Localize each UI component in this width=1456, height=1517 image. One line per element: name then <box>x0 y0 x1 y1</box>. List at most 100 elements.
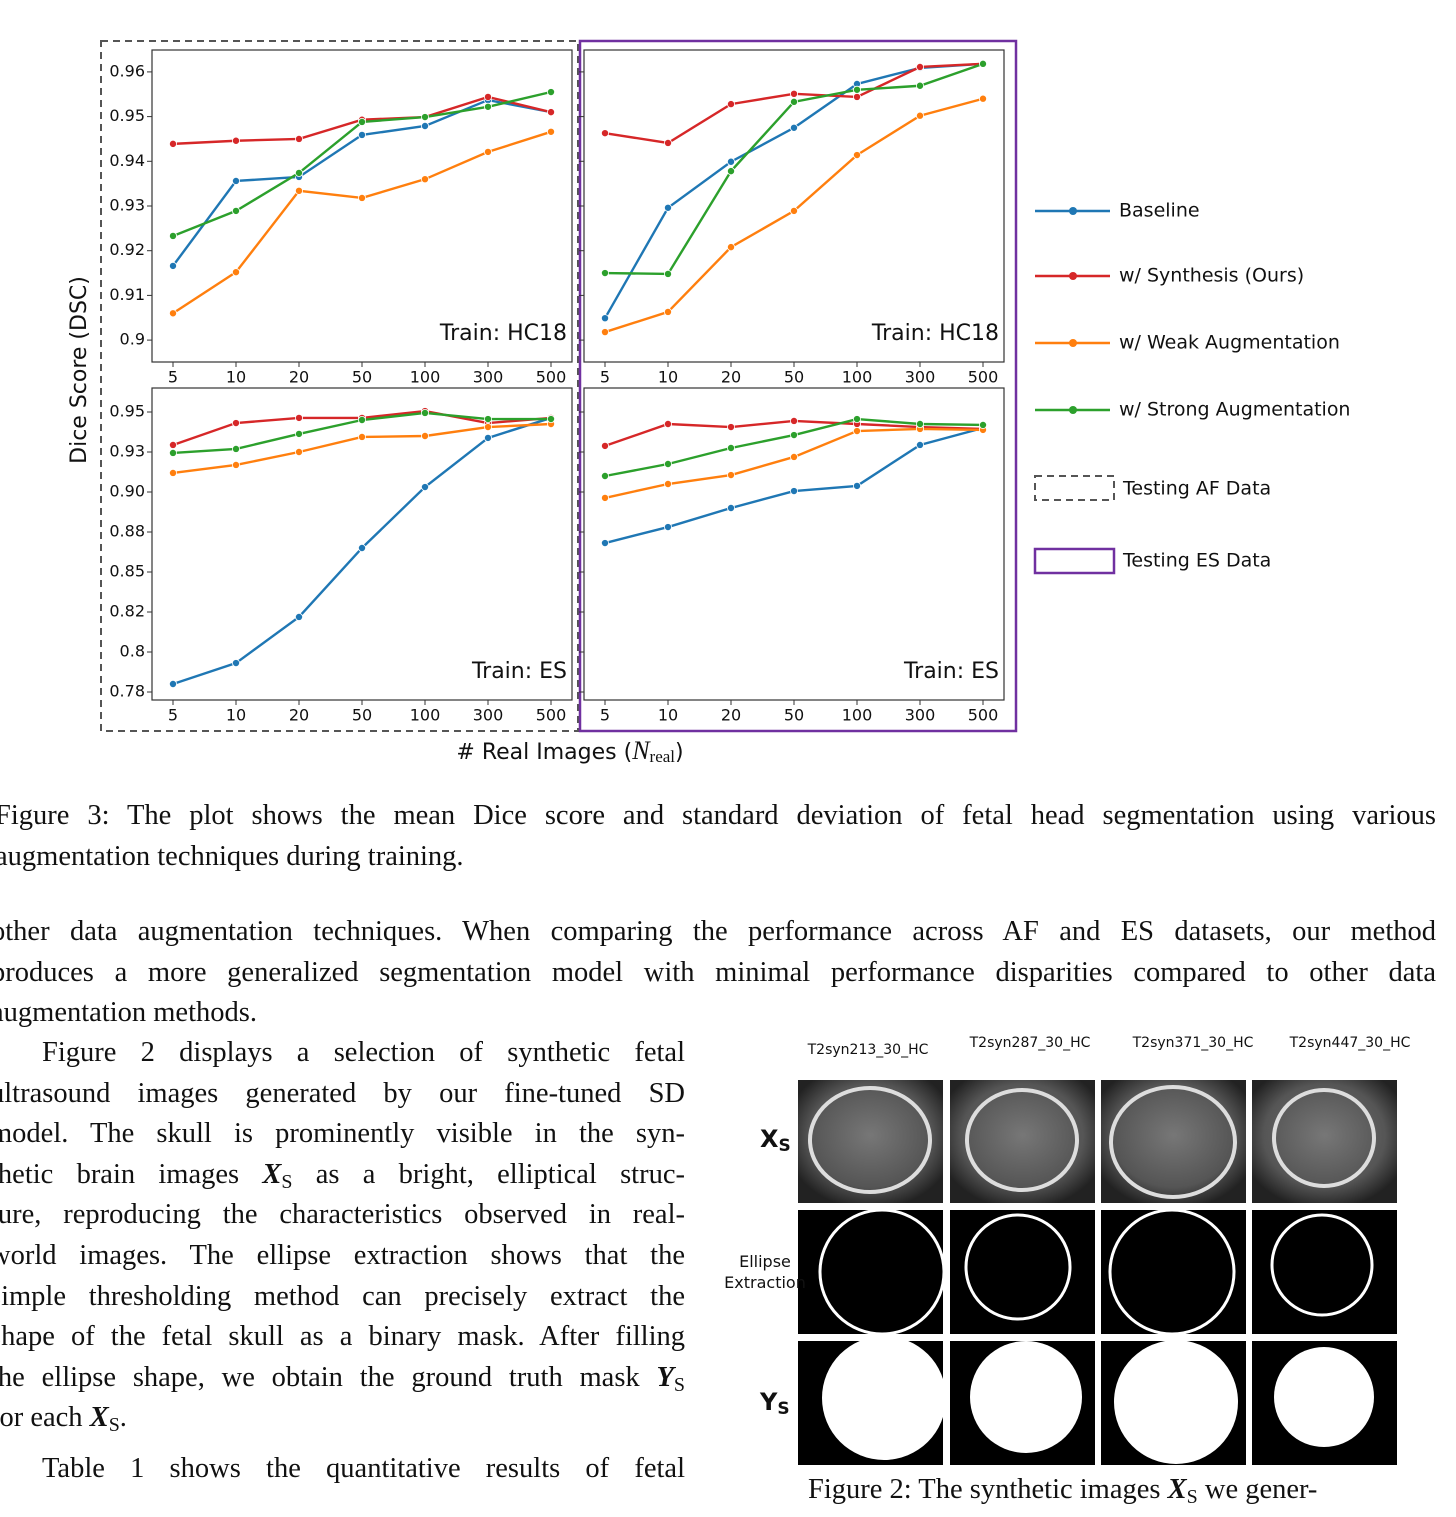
text-run: shape of the fetal skull as a binary mas… <box>0 1321 685 1353</box>
column-label: T2syn371_30_HC <box>1132 1035 1254 1051</box>
point <box>664 138 673 147</box>
y-tick-label: 0.92 <box>109 240 145 259</box>
x-tick-label: 10 <box>226 368 246 387</box>
column-label: T2syn447_30_HC <box>1289 1035 1411 1051</box>
point <box>727 157 736 166</box>
point <box>357 432 366 441</box>
x-label: # Real Images (Nreal) <box>456 736 683 766</box>
point <box>294 413 303 422</box>
point <box>601 314 610 323</box>
text-run: for each <box>0 1402 83 1434</box>
x-tick-label: 5 <box>600 706 610 725</box>
point <box>420 113 429 122</box>
panel-label: Train: HC18 <box>871 321 999 346</box>
point <box>547 88 556 97</box>
point <box>420 121 429 130</box>
x-tick-label: 5 <box>168 368 178 387</box>
x-tick-label: 10 <box>658 368 678 387</box>
text-run: produces a more generalized segmentation… <box>0 956 1436 988</box>
point <box>168 468 177 477</box>
point <box>790 123 799 132</box>
point <box>294 168 303 177</box>
text-line: other data augmentation techniques. When… <box>0 912 1436 952</box>
x-tick-label: 100 <box>842 706 873 725</box>
text-line: Table 1 shows the quantitative results o… <box>42 1449 685 1489</box>
point <box>420 408 429 417</box>
text-line: ture, reproducing the characteristics ob… <box>0 1195 685 1235</box>
point <box>790 431 799 440</box>
y-label: Dice Score (DSC) <box>67 276 92 464</box>
point <box>853 415 862 424</box>
text-line: Figure 2 displays a selection of synthet… <box>42 1033 685 1073</box>
point <box>664 523 673 532</box>
point <box>601 539 610 548</box>
row-label: Ellipse Extraction <box>724 1252 806 1292</box>
point <box>294 612 303 621</box>
text-run: Figure 2 displays a selection of synthet… <box>42 1037 685 1068</box>
legend-marker <box>1069 339 1077 347</box>
y-tick-label: 0.8 <box>120 642 145 661</box>
point <box>357 415 366 424</box>
x-tick-label: 20 <box>721 368 741 387</box>
x-label-var: N <box>631 736 651 765</box>
point <box>357 130 366 139</box>
text-line: simple thresholding method can precisely… <box>0 1277 685 1317</box>
point <box>790 487 799 496</box>
point <box>790 97 799 106</box>
text-run: thetic brain images <box>0 1158 263 1190</box>
x-tick-label: 300 <box>905 706 936 725</box>
text-run: ture, reproducing the characteristics ob… <box>0 1199 685 1231</box>
point <box>483 423 492 432</box>
text-line: world images. The ellipse extraction sho… <box>0 1236 685 1276</box>
text-run: . <box>119 1402 127 1434</box>
point <box>483 433 492 442</box>
x-label-sub: real <box>650 747 676 766</box>
point <box>727 167 736 176</box>
y-tick-label: 0.94 <box>109 151 145 170</box>
text-run: ultrasound images generated by our fine-… <box>0 1077 685 1109</box>
math-var: X <box>89 1402 109 1434</box>
x-tick-label: 500 <box>536 368 567 387</box>
point <box>231 419 240 428</box>
text-run: augmentation techniques during training. <box>0 840 464 872</box>
point <box>916 419 925 428</box>
point <box>483 147 492 156</box>
row-label-var: Y <box>759 1388 778 1416</box>
point <box>601 328 610 337</box>
point <box>853 151 862 160</box>
point <box>601 269 610 278</box>
point <box>294 447 303 456</box>
point <box>547 127 556 136</box>
x-tick-label: 50 <box>784 368 804 387</box>
legend-marker <box>1069 406 1077 414</box>
text-line: augmentation techniques during training. <box>0 837 1436 877</box>
legend-af-box <box>1034 475 1115 501</box>
point <box>420 483 429 492</box>
point <box>916 111 925 120</box>
point <box>853 481 862 490</box>
point <box>231 444 240 453</box>
x-tick-label: 5 <box>600 368 610 387</box>
legend-label: w/ Synthesis (Ours) <box>1119 265 1304 287</box>
series-line <box>172 90 552 238</box>
point <box>727 503 736 512</box>
point <box>664 419 673 428</box>
x-tick-label: 500 <box>536 706 567 725</box>
x-tick-label: 20 <box>289 706 309 725</box>
y-tick-label: 0.93 <box>109 196 145 215</box>
point <box>979 94 988 103</box>
point <box>168 440 177 449</box>
text-run: other data augmentation techniques. When… <box>0 916 1436 947</box>
panel-frame <box>151 49 573 363</box>
text-run: Figure 2: The synthetic images <box>808 1474 1168 1505</box>
row-label: XS <box>760 1125 791 1156</box>
point <box>294 186 303 195</box>
point <box>727 443 736 452</box>
text-line: model. The skull is prominently visible … <box>0 1114 685 1154</box>
es-box <box>578 39 1018 733</box>
point <box>231 460 240 469</box>
math-var: X <box>262 1158 282 1190</box>
point <box>483 102 492 111</box>
panel-label: Train: ES <box>903 659 999 684</box>
y-tick-label: 0.90 <box>109 482 145 501</box>
